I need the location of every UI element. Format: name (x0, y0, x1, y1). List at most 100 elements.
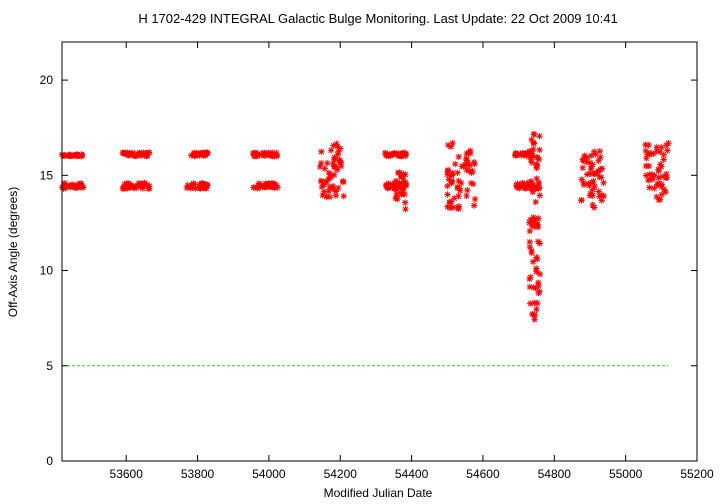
data-point (527, 178, 535, 185)
data-point (529, 258, 537, 265)
data-point (144, 152, 151, 159)
data-point (513, 182, 521, 189)
data-point (531, 223, 538, 230)
data-point (579, 164, 586, 172)
data-point (579, 156, 586, 163)
data-point (444, 203, 451, 210)
data-point (536, 146, 543, 154)
data-point (536, 132, 543, 140)
data-point (469, 180, 477, 188)
data-point (196, 152, 203, 159)
data-point (141, 179, 148, 187)
data-point (600, 179, 607, 187)
data-point (455, 153, 462, 161)
data-point (528, 136, 535, 144)
data-point (591, 148, 598, 155)
data-point (466, 162, 474, 169)
data-point (146, 185, 153, 192)
data-point (395, 152, 402, 159)
data-point (526, 227, 534, 235)
data-point (665, 140, 672, 147)
data-point (660, 156, 667, 163)
data-point (332, 192, 340, 199)
y-tick-label: 10 (40, 264, 54, 278)
data-point (536, 270, 544, 278)
data-point (513, 150, 520, 158)
data-point (530, 214, 537, 221)
data-point (69, 152, 77, 160)
x-tick-label: 54400 (395, 467, 429, 481)
data-point (529, 218, 536, 225)
data-point (530, 131, 537, 138)
data-point (658, 191, 665, 198)
data-point (526, 147, 534, 155)
data-point (259, 149, 267, 157)
x-tick-label: 54800 (538, 467, 572, 481)
data-point (659, 173, 667, 180)
data-point (531, 299, 538, 307)
y-tick-label: 5 (46, 359, 53, 373)
data-point (273, 182, 280, 189)
data-point (61, 180, 69, 187)
data-point (392, 177, 400, 185)
data-point (77, 184, 85, 191)
x-tick-label: 53800 (181, 467, 215, 481)
data-point (263, 181, 271, 189)
data-point (335, 184, 342, 192)
data-point (332, 188, 340, 195)
data-point (326, 193, 334, 201)
data-point (190, 150, 198, 157)
data-point (454, 183, 461, 191)
data-point (249, 149, 257, 157)
data-point (664, 147, 671, 154)
data-point (60, 185, 67, 192)
data-point (642, 141, 649, 149)
data-point (190, 181, 198, 188)
data-point (444, 182, 451, 190)
data-point (536, 240, 543, 247)
data-point (533, 306, 540, 313)
data-point (535, 179, 543, 187)
data-point (392, 185, 400, 192)
data-point (642, 162, 650, 170)
data-point (401, 199, 409, 206)
data-point (458, 179, 465, 187)
data-point (590, 170, 598, 177)
data-point (596, 148, 603, 155)
data-point (534, 163, 541, 170)
data-point (463, 192, 470, 200)
data-point (531, 311, 538, 319)
data-point (124, 151, 132, 159)
data-point (642, 147, 650, 155)
data-point (269, 153, 276, 160)
data-point (329, 182, 337, 190)
data-point (329, 160, 337, 168)
data-point (595, 157, 602, 164)
data-point (402, 205, 409, 213)
data-point (323, 159, 331, 167)
data-point (646, 184, 653, 191)
data-point (125, 180, 133, 187)
data-point (471, 195, 479, 203)
data-point (658, 183, 665, 191)
data-point (257, 182, 264, 189)
data-point (646, 171, 653, 178)
data-point (526, 243, 534, 251)
data-point (586, 159, 594, 166)
data-point (533, 265, 540, 272)
data-point (597, 166, 604, 173)
data-point (334, 143, 341, 150)
data-point (60, 152, 67, 159)
data-point (519, 181, 527, 188)
data-point (325, 188, 332, 195)
data-point (526, 283, 534, 291)
data-point (533, 254, 540, 261)
data-point (340, 192, 347, 200)
data-point (589, 192, 596, 199)
data-point (78, 152, 85, 160)
data-point (536, 192, 543, 199)
data-point (131, 152, 138, 159)
x-tick-label: 53600 (110, 467, 144, 481)
data-point (335, 148, 342, 155)
